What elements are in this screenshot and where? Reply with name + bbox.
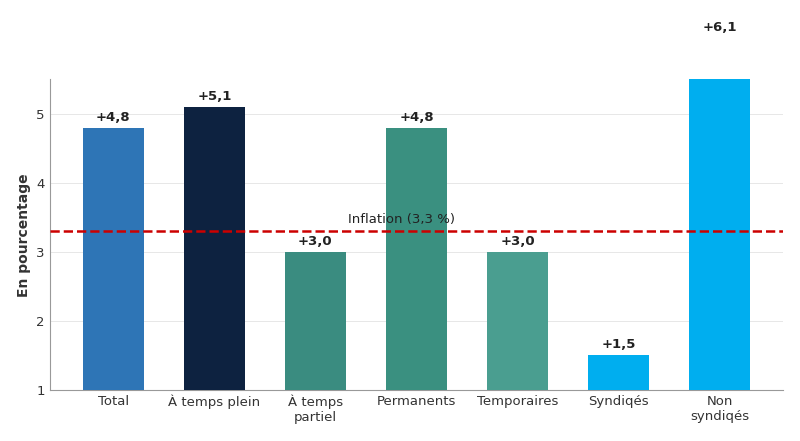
Text: +4,8: +4,8 xyxy=(399,111,434,123)
Y-axis label: En pourcentage: En pourcentage xyxy=(17,173,30,296)
Bar xyxy=(690,38,750,390)
Text: +1,5: +1,5 xyxy=(602,338,636,351)
Text: +5,1: +5,1 xyxy=(197,90,231,103)
Text: +4,8: +4,8 xyxy=(96,111,130,123)
Text: Inflation (3,3 %): Inflation (3,3 %) xyxy=(348,213,454,226)
Bar xyxy=(386,128,446,390)
Text: +3,0: +3,0 xyxy=(298,235,333,248)
Bar xyxy=(487,252,548,390)
Text: +3,0: +3,0 xyxy=(500,235,535,248)
Text: +6,1: +6,1 xyxy=(702,21,737,34)
Bar xyxy=(588,355,649,390)
Bar xyxy=(83,128,143,390)
Bar xyxy=(285,252,346,390)
Bar xyxy=(184,107,245,390)
